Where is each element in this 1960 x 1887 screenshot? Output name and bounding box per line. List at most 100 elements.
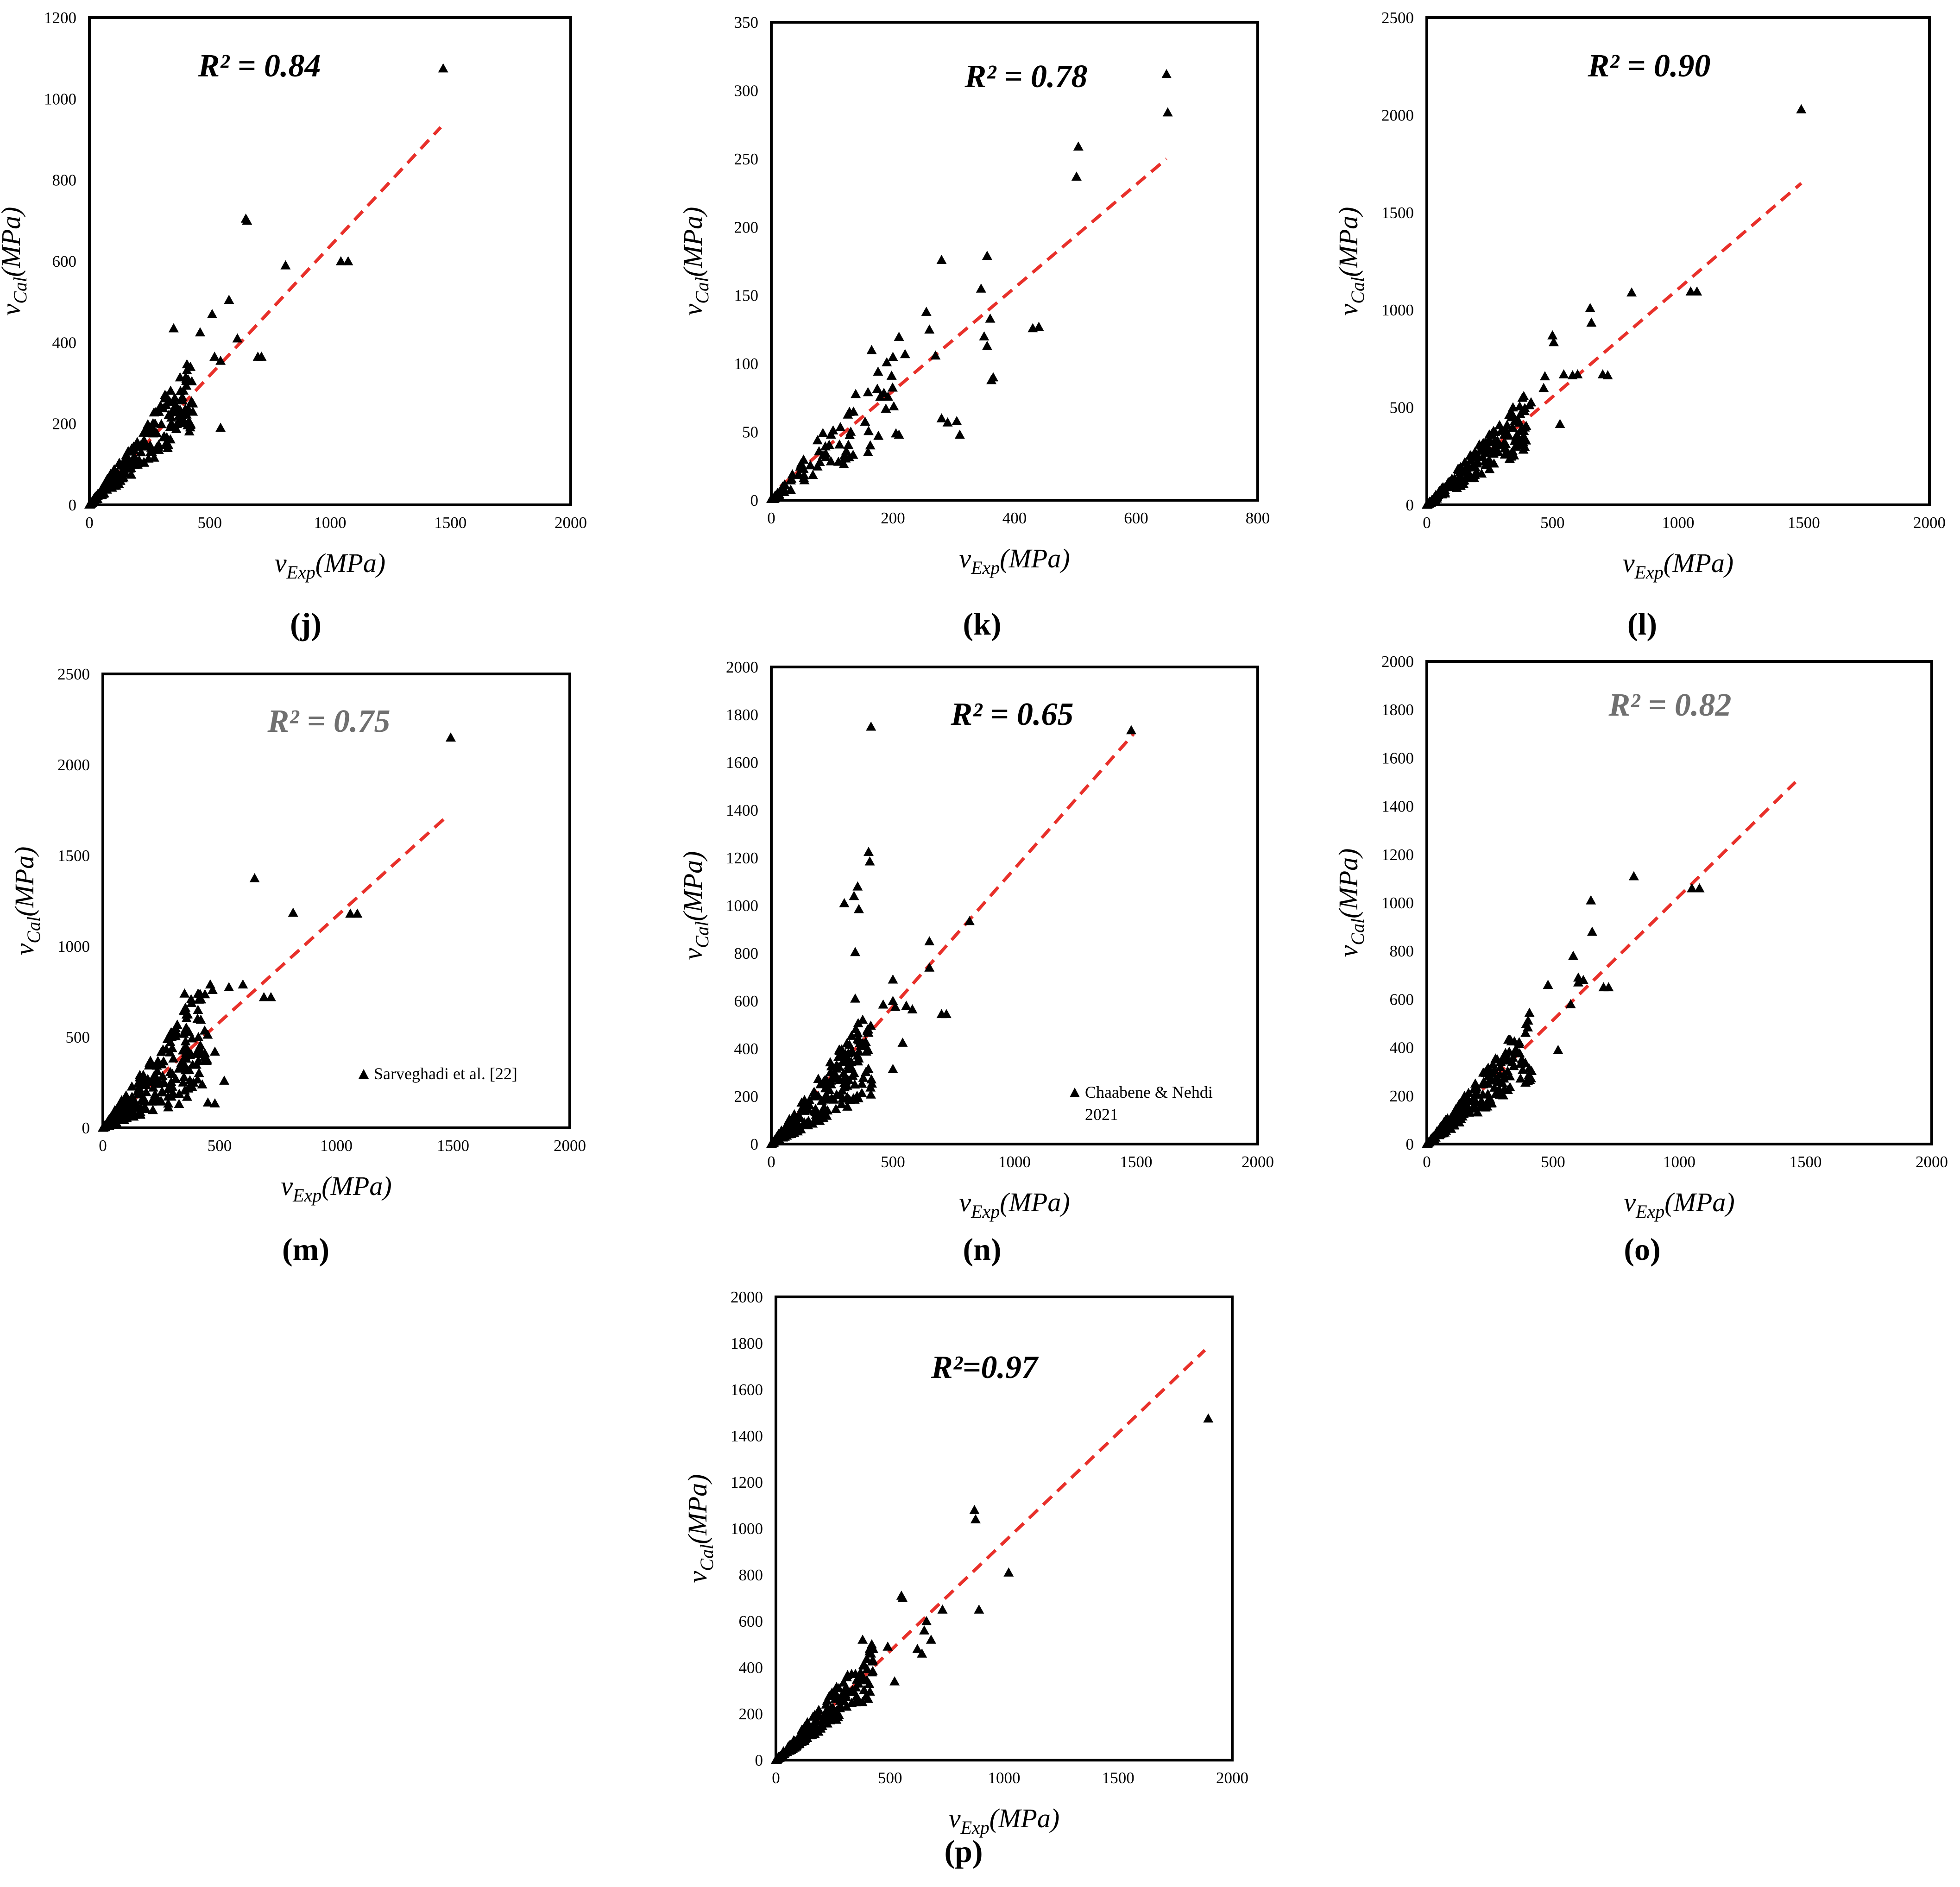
data-point bbox=[1519, 422, 1530, 432]
data-point bbox=[1500, 449, 1510, 459]
data-point bbox=[857, 1014, 868, 1024]
data-point bbox=[861, 1691, 872, 1700]
data-point bbox=[882, 391, 893, 401]
data-point bbox=[873, 366, 883, 376]
data-point bbox=[1429, 495, 1440, 504]
data-point bbox=[1687, 883, 1697, 893]
y-tick-label: 1200 bbox=[726, 849, 758, 867]
plot-frame bbox=[775, 1296, 1234, 1761]
data-point bbox=[1034, 321, 1044, 331]
data-point bbox=[148, 1082, 158, 1092]
data-point bbox=[942, 417, 953, 427]
y-tick-label: 1500 bbox=[1381, 204, 1414, 222]
y-tick-label: 200 bbox=[52, 415, 77, 433]
data-point bbox=[1565, 999, 1576, 1008]
x-tick-label: 500 bbox=[208, 1137, 232, 1155]
data-point bbox=[1483, 1070, 1494, 1080]
data-point bbox=[863, 1063, 874, 1073]
data-point bbox=[809, 1087, 819, 1096]
data-point bbox=[1457, 1094, 1468, 1104]
r-squared-label: R² = 0.82 bbox=[1608, 687, 1731, 723]
data-point bbox=[1487, 1059, 1498, 1069]
plot-frame bbox=[88, 16, 572, 506]
data-point bbox=[168, 323, 179, 333]
data-point bbox=[826, 456, 836, 465]
data-point bbox=[846, 1031, 857, 1040]
y-tick-label: 50 bbox=[742, 423, 758, 441]
data-point bbox=[185, 1081, 195, 1090]
data-point bbox=[1796, 104, 1807, 113]
data-point bbox=[865, 1089, 876, 1099]
x-tick-label: 1500 bbox=[1790, 1153, 1822, 1171]
data-point bbox=[888, 974, 898, 984]
data-point bbox=[124, 456, 134, 465]
data-point bbox=[976, 283, 986, 293]
data-point bbox=[835, 1695, 845, 1705]
plot-frame bbox=[770, 21, 1259, 502]
data-point bbox=[845, 1094, 855, 1104]
chart-panel-k: 0 200 400 600 800 0 50 100 150 200 250 300 350 vExp(M… bbox=[678, 13, 1270, 642]
y-tick-label: 250 bbox=[734, 150, 759, 168]
data-point bbox=[1539, 371, 1550, 381]
data-point bbox=[979, 331, 989, 340]
y-tick-label: 1600 bbox=[726, 754, 758, 772]
data-point bbox=[1454, 1117, 1465, 1127]
data-point bbox=[119, 459, 129, 469]
data-point bbox=[155, 400, 166, 410]
data-point bbox=[122, 1093, 132, 1103]
x-tick-label: 0 bbox=[1423, 1153, 1431, 1171]
x-tick-label: 1500 bbox=[1120, 1153, 1153, 1171]
y-tick-label: 1000 bbox=[726, 897, 758, 915]
y-tick-label: 600 bbox=[1390, 990, 1414, 1008]
data-point bbox=[820, 441, 831, 451]
y-tick-label: 150 bbox=[734, 287, 759, 305]
x-tick-label: 1000 bbox=[998, 1153, 1031, 1171]
data-point bbox=[1472, 458, 1482, 468]
data-point bbox=[847, 1045, 857, 1055]
data-point bbox=[1515, 409, 1526, 419]
data-point bbox=[803, 1116, 814, 1125]
data-point bbox=[182, 365, 192, 374]
data-point bbox=[150, 418, 160, 428]
data-point bbox=[1603, 982, 1614, 992]
data-point bbox=[828, 425, 838, 434]
x-axis-label: vExp(MPa) bbox=[281, 1171, 391, 1206]
y-tick-label: 350 bbox=[734, 13, 759, 31]
data-point bbox=[919, 1625, 930, 1635]
data-point bbox=[853, 1093, 863, 1102]
data-point bbox=[1487, 429, 1498, 439]
y-tick-label: 1000 bbox=[57, 937, 90, 956]
data-point bbox=[146, 1076, 157, 1086]
data-point bbox=[1526, 1073, 1537, 1082]
data-point bbox=[152, 1066, 163, 1075]
data-point bbox=[146, 1096, 157, 1106]
y-axis-label: vCal(MPa) bbox=[1333, 849, 1368, 957]
data-point bbox=[777, 484, 788, 493]
data-point bbox=[207, 985, 218, 994]
data-point bbox=[1524, 1063, 1534, 1073]
data-point bbox=[1469, 1103, 1480, 1113]
data-point bbox=[865, 440, 876, 450]
data-point bbox=[232, 333, 243, 343]
y-tick-label: 600 bbox=[52, 252, 77, 270]
plot-frame bbox=[1425, 660, 1933, 1145]
data-point bbox=[335, 256, 346, 265]
data-point bbox=[192, 1074, 203, 1084]
data-point bbox=[862, 1024, 873, 1034]
data-point bbox=[1495, 1057, 1506, 1066]
y-tick-label: 800 bbox=[739, 1566, 763, 1584]
y-axis-label: vCal(MPa) bbox=[678, 207, 712, 316]
data-point bbox=[1628, 871, 1639, 881]
y-tick-label: 200 bbox=[734, 218, 759, 236]
data-point bbox=[93, 491, 103, 500]
x-tick-label: 1500 bbox=[1102, 1769, 1134, 1787]
data-point bbox=[881, 403, 891, 413]
chart-panel-o: 0 500 1000 1500 2000 0 200 400 600 800 1000 1200 140… bbox=[1333, 653, 1948, 1267]
y-tick-label: 800 bbox=[1390, 942, 1414, 960]
legend-marker bbox=[359, 1069, 369, 1079]
data-point bbox=[812, 435, 823, 445]
data-point bbox=[85, 498, 95, 508]
y-tick-label: 100 bbox=[734, 355, 759, 373]
data-point bbox=[200, 989, 210, 999]
data-point bbox=[184, 1075, 195, 1085]
